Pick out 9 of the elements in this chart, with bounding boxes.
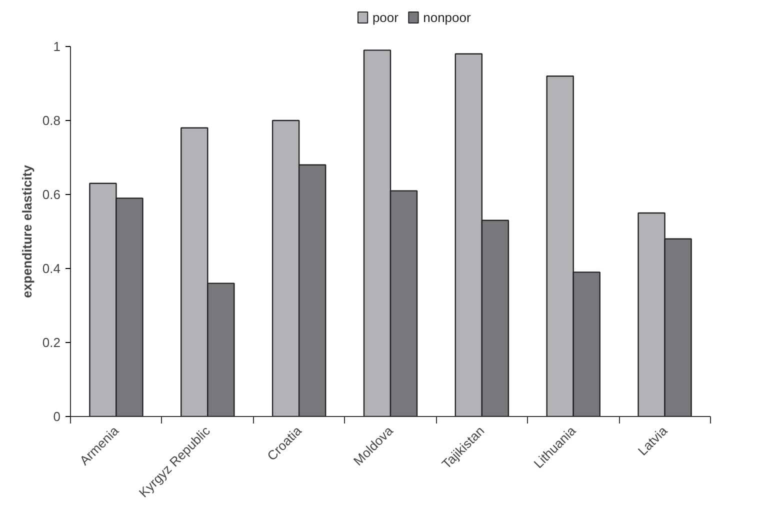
legend-label: poor <box>372 10 400 25</box>
y-tick-label: 0.2 <box>42 335 61 350</box>
y-tick-label: 1 <box>53 39 61 54</box>
y-axis-title: expenditure elasticity <box>19 164 34 298</box>
y-tick-label: 0.6 <box>42 187 61 202</box>
y-tick-label: 0.4 <box>42 261 61 276</box>
y-tick-label: 0 <box>53 409 61 424</box>
y-tick-label: 0.8 <box>42 113 61 128</box>
legend-label: nonpoor <box>423 10 472 25</box>
